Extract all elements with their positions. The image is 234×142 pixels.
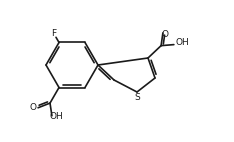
- Text: O: O: [29, 103, 37, 112]
- Text: O: O: [161, 31, 168, 39]
- Text: OH: OH: [50, 112, 64, 121]
- Text: OH: OH: [176, 38, 190, 47]
- Text: S: S: [134, 92, 140, 102]
- Text: F: F: [51, 29, 57, 38]
